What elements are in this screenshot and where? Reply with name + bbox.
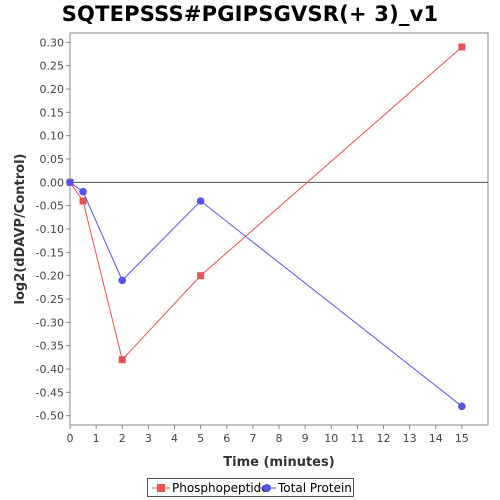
- y-tick-label: -0.15: [36, 246, 64, 259]
- data-point-phosphopeptide: [458, 43, 466, 51]
- x-tick-label: 11: [350, 432, 364, 445]
- data-point-total-protein: [79, 187, 87, 196]
- legend-item-phosphopeptide: Phosphopeptide: [152, 481, 269, 495]
- chart-title: SQTEPSSS#PGIPSGVSR(+ 3)_v1: [61, 2, 439, 26]
- x-tick-label: 3: [145, 432, 152, 445]
- y-tick-label: -0.20: [36, 270, 64, 283]
- legend-item-total-protein: Total Protein: [258, 481, 352, 495]
- circle-marker-icon: [258, 484, 276, 492]
- y-tick-label: 0.20: [40, 83, 65, 96]
- y-tick-label: -0.25: [36, 293, 64, 306]
- x-tick-label: 1: [93, 432, 100, 445]
- y-tick-label: -0.05: [36, 200, 64, 213]
- y-tick-label: 0.30: [40, 36, 65, 49]
- data-point-total-protein: [118, 276, 127, 285]
- x-tick-label: 13: [403, 432, 417, 445]
- data-point-phosphopeptide: [118, 356, 126, 364]
- data-point-total-protein: [458, 402, 466, 411]
- x-tick-label: 2: [119, 432, 126, 445]
- data-point-phosphopeptide: [197, 272, 205, 280]
- data-point-total-protein: [196, 197, 205, 205]
- x-tick-label: 0: [67, 432, 74, 445]
- y-tick-label: 0.00: [40, 176, 65, 189]
- data-point-total-protein: [66, 178, 74, 187]
- y-tick-label: -0.10: [36, 223, 64, 236]
- x-tick-label: 8: [276, 432, 283, 445]
- y-axis: 0.30 0.25 0.20 0.15 0.10 0.05 0.00 -0.05 -0.10 -0…: [36, 36, 488, 423]
- data-point-phosphopeptide: [79, 197, 87, 205]
- y-tick-label: -0.45: [36, 386, 64, 399]
- x-tick-label: 10: [324, 432, 338, 445]
- legend-label-total-protein: Total Protein: [278, 481, 352, 495]
- x-tick-label: 15: [455, 432, 469, 445]
- y-tick-label: -0.35: [36, 340, 64, 353]
- y-tick-label: 0.10: [40, 130, 65, 143]
- x-axis-label: Time (minutes): [223, 455, 334, 470]
- x-tick-label: 5: [197, 432, 204, 445]
- x-axis: 0 1 2 3 4 5 6 7 8 9 10 11 12 13 14 15: [67, 425, 469, 445]
- legend-label-phosphopeptide: Phosphopeptide: [172, 481, 269, 495]
- x-tick-label: 4: [171, 432, 178, 445]
- y-tick-label: 0.05: [40, 153, 65, 166]
- y-axis-label: log2(dDAVP/Control): [13, 154, 28, 305]
- y-tick-label: -0.50: [36, 410, 64, 423]
- y-tick-label: -0.30: [36, 316, 64, 329]
- x-tick-label: 12: [377, 432, 391, 445]
- x-tick-label: 7: [249, 432, 256, 445]
- y-tick-label: 0.25: [40, 60, 65, 73]
- y-tick-label: 0.15: [40, 106, 65, 119]
- legend: Phosphopeptide Total Protein: [147, 478, 354, 497]
- x-tick-label: 6: [223, 432, 230, 445]
- plot-background: [69, 32, 489, 426]
- series-layer: [66, 43, 466, 411]
- x-tick-label: 9: [302, 432, 309, 445]
- y-tick-label: -0.40: [36, 363, 64, 376]
- square-marker-icon: [152, 484, 170, 492]
- x-tick-label: 14: [429, 432, 443, 445]
